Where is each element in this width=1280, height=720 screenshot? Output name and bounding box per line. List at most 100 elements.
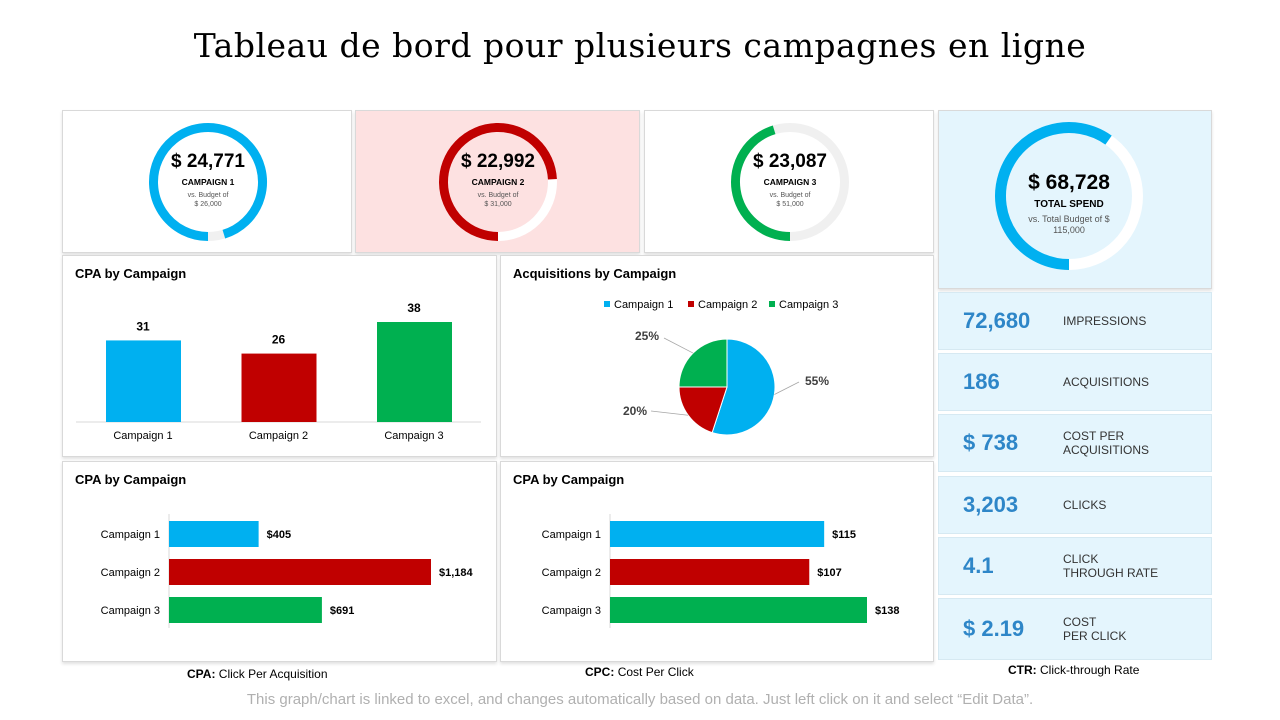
- spend-amount: $ 23,087: [753, 151, 827, 172]
- acquisitions-pie-card[interactable]: Acquisitions by Campaign Campaign 1 Campa…: [500, 255, 934, 457]
- legend-swatch: [688, 301, 694, 307]
- kpi-card[interactable]: 4.1 CLICK THROUGH RATE: [938, 537, 1212, 595]
- data-label: 31: [136, 319, 150, 333]
- tick-label: Campaign 1: [101, 529, 160, 541]
- leader-line: [650, 410, 689, 416]
- tick-label: Campaign 2: [249, 430, 308, 442]
- legend-swatch: [769, 301, 775, 307]
- tick-label: Campaign 2: [101, 567, 160, 579]
- footnote-text: Click Per Acquisition: [218, 667, 328, 681]
- cpc-horizontal-chart-card[interactable]: CPA by Campaign Campaign 1 $115 Campaign 2…: [500, 461, 934, 662]
- cpc-horizontal-bar-chart: Campaign 1 $115 Campaign 2 $107 Campaign 3 $1…: [542, 514, 899, 628]
- footnote-text: Cost Per Click: [617, 665, 694, 679]
- spend-amount: $ 22,992: [461, 151, 535, 172]
- progress-ring: [439, 123, 557, 241]
- tick-label: Campaign 3: [101, 605, 160, 617]
- kpi-card[interactable]: 3,203 CLICKS: [938, 476, 1212, 534]
- data-label: $405: [267, 529, 291, 541]
- tick-label: Campaign 3: [542, 605, 601, 617]
- data-label: 26: [272, 333, 286, 347]
- bar[interactable]: [377, 322, 452, 422]
- data-label: 25%: [635, 329, 659, 343]
- campaign-1-card[interactable]: $ 24,771 CAMPAIGN 1 vs. Budget of $ 26,00…: [62, 110, 352, 253]
- cpa-footnote: CPA: Click Per Acquisition: [187, 667, 328, 681]
- progress-ring: [995, 122, 1143, 270]
- kpi-value: 4.1: [963, 553, 994, 578]
- kpi-label: CLICK THROUGH RATE: [1063, 552, 1159, 580]
- bar[interactable]: [106, 340, 181, 422]
- budget-text: vs. Budget of $ 51,000: [769, 192, 811, 208]
- campaign-label: TOTAL SPEND: [1034, 199, 1104, 210]
- chart-title: CPA by Campaign: [513, 472, 625, 487]
- kpi-card[interactable]: $ 2.19 COST PER CLICK: [938, 598, 1212, 660]
- acquisitions-pie-chart: Campaign 1 Campaign 2 Campaign 3 55% 20% 25%: [604, 299, 838, 436]
- kpi-value: 3,203: [963, 492, 1019, 517]
- leader-line: [663, 337, 694, 354]
- kpi-label: CLICKS: [1063, 498, 1107, 512]
- cpa-vertical-chart-card[interactable]: CPA by Campaign 31 Campaign 1 26 Campaign 2…: [62, 255, 497, 457]
- campaign-3-card[interactable]: $ 23,087 CAMPAIGN 3 vs. Budget of $ 51,00…: [644, 110, 934, 253]
- pie-slice[interactable]: [711, 338, 776, 436]
- spend-amount: $ 68,728: [1028, 171, 1110, 194]
- bar[interactable]: [610, 521, 825, 547]
- data-label: $115: [832, 529, 856, 541]
- bar[interactable]: [169, 597, 322, 623]
- chart-title: Acquisitions by Campaign: [513, 266, 677, 281]
- legend-label: Campaign 2: [698, 299, 757, 311]
- cpa-bar-chart: 31 Campaign 1 26 Campaign 2 38 Campaign 3: [76, 301, 481, 442]
- chart-title: CPA by Campaign: [75, 472, 187, 487]
- ring-progress: [149, 123, 267, 241]
- ring-progress: [731, 125, 791, 241]
- tick-label: Campaign 3: [384, 430, 443, 442]
- page-title: Tableau de bord pour plusieurs campagnes…: [193, 26, 1087, 65]
- footnote-key: CPC:: [585, 665, 615, 679]
- ctr-footnote: CTR: Click-through Rate: [1008, 663, 1139, 677]
- campaign-label: CAMPAIGN 2: [471, 177, 525, 187]
- campaign-2-card[interactable]: $ 22,992 CAMPAIGN 2 vs. Budget of $ 31,00…: [355, 110, 640, 253]
- budget-text: vs. Budget of $ 26,000: [187, 192, 229, 208]
- data-label: 38: [407, 301, 421, 315]
- legend-label: Campaign 3: [779, 299, 838, 311]
- data-label: $138: [875, 605, 899, 617]
- legend-swatch: [604, 301, 610, 307]
- footnote-key: CPA:: [187, 667, 216, 681]
- kpi-label: ACQUISITIONS: [1063, 375, 1150, 389]
- cpa-horizontal-bar-chart: Campaign 1 $405 Campaign 2 $1,184 Campaign 3…: [101, 514, 474, 628]
- pie-slice[interactable]: [678, 386, 728, 434]
- kpi-card[interactable]: 186 ACQUISITIONS: [938, 353, 1212, 411]
- data-label: $691: [330, 605, 354, 617]
- ring-progress: [995, 122, 1112, 270]
- bar[interactable]: [610, 559, 810, 585]
- chart-title: CPA by Campaign: [75, 266, 187, 281]
- bar[interactable]: [169, 521, 259, 547]
- kpi-value: 186: [963, 369, 1000, 394]
- bar[interactable]: [241, 353, 317, 422]
- data-label: $1,184: [439, 567, 474, 579]
- kpi-label: COST PER CLICK: [1063, 615, 1127, 643]
- campaign-label: CAMPAIGN 1: [181, 177, 235, 187]
- ring-progress: [439, 123, 557, 241]
- cpc-footnote: CPC: Cost Per Click: [585, 665, 694, 679]
- tick-label: Campaign 2: [542, 567, 601, 579]
- tick-label: Campaign 1: [113, 430, 172, 442]
- data-label: $107: [817, 567, 841, 579]
- kpi-label: COST PER ACQUISITIONS: [1063, 429, 1150, 457]
- progress-ring: [149, 123, 267, 241]
- progress-ring: [731, 123, 849, 241]
- legend-label: Campaign 1: [614, 299, 673, 311]
- campaign-label: CAMPAIGN 3: [763, 177, 817, 187]
- bar[interactable]: [610, 597, 867, 623]
- kpi-value: $ 738: [963, 430, 1019, 455]
- tick-label: Campaign 1: [542, 529, 601, 541]
- budget-text: vs. Total Budget of $115,000: [1028, 214, 1110, 235]
- cpa-horizontal-chart-card[interactable]: CPA by Campaign Campaign 1 $405 Campaign 2…: [62, 461, 497, 662]
- kpi-value: 72,680: [963, 308, 1031, 333]
- budget-text: vs. Budget of $ 31,000: [477, 192, 519, 208]
- bar[interactable]: [169, 559, 431, 585]
- kpi-label: IMPRESSIONS: [1063, 314, 1147, 328]
- total-spend-card[interactable]: $ 68,728 TOTAL SPEND vs. Total Budget of…: [938, 110, 1212, 289]
- kpi-card[interactable]: 72,680 IMPRESSIONS: [938, 292, 1212, 350]
- pie-slice[interactable]: [678, 338, 728, 388]
- kpi-card[interactable]: $ 738 COST PER ACQUISITIONS: [938, 414, 1212, 472]
- data-label: 20%: [623, 404, 647, 418]
